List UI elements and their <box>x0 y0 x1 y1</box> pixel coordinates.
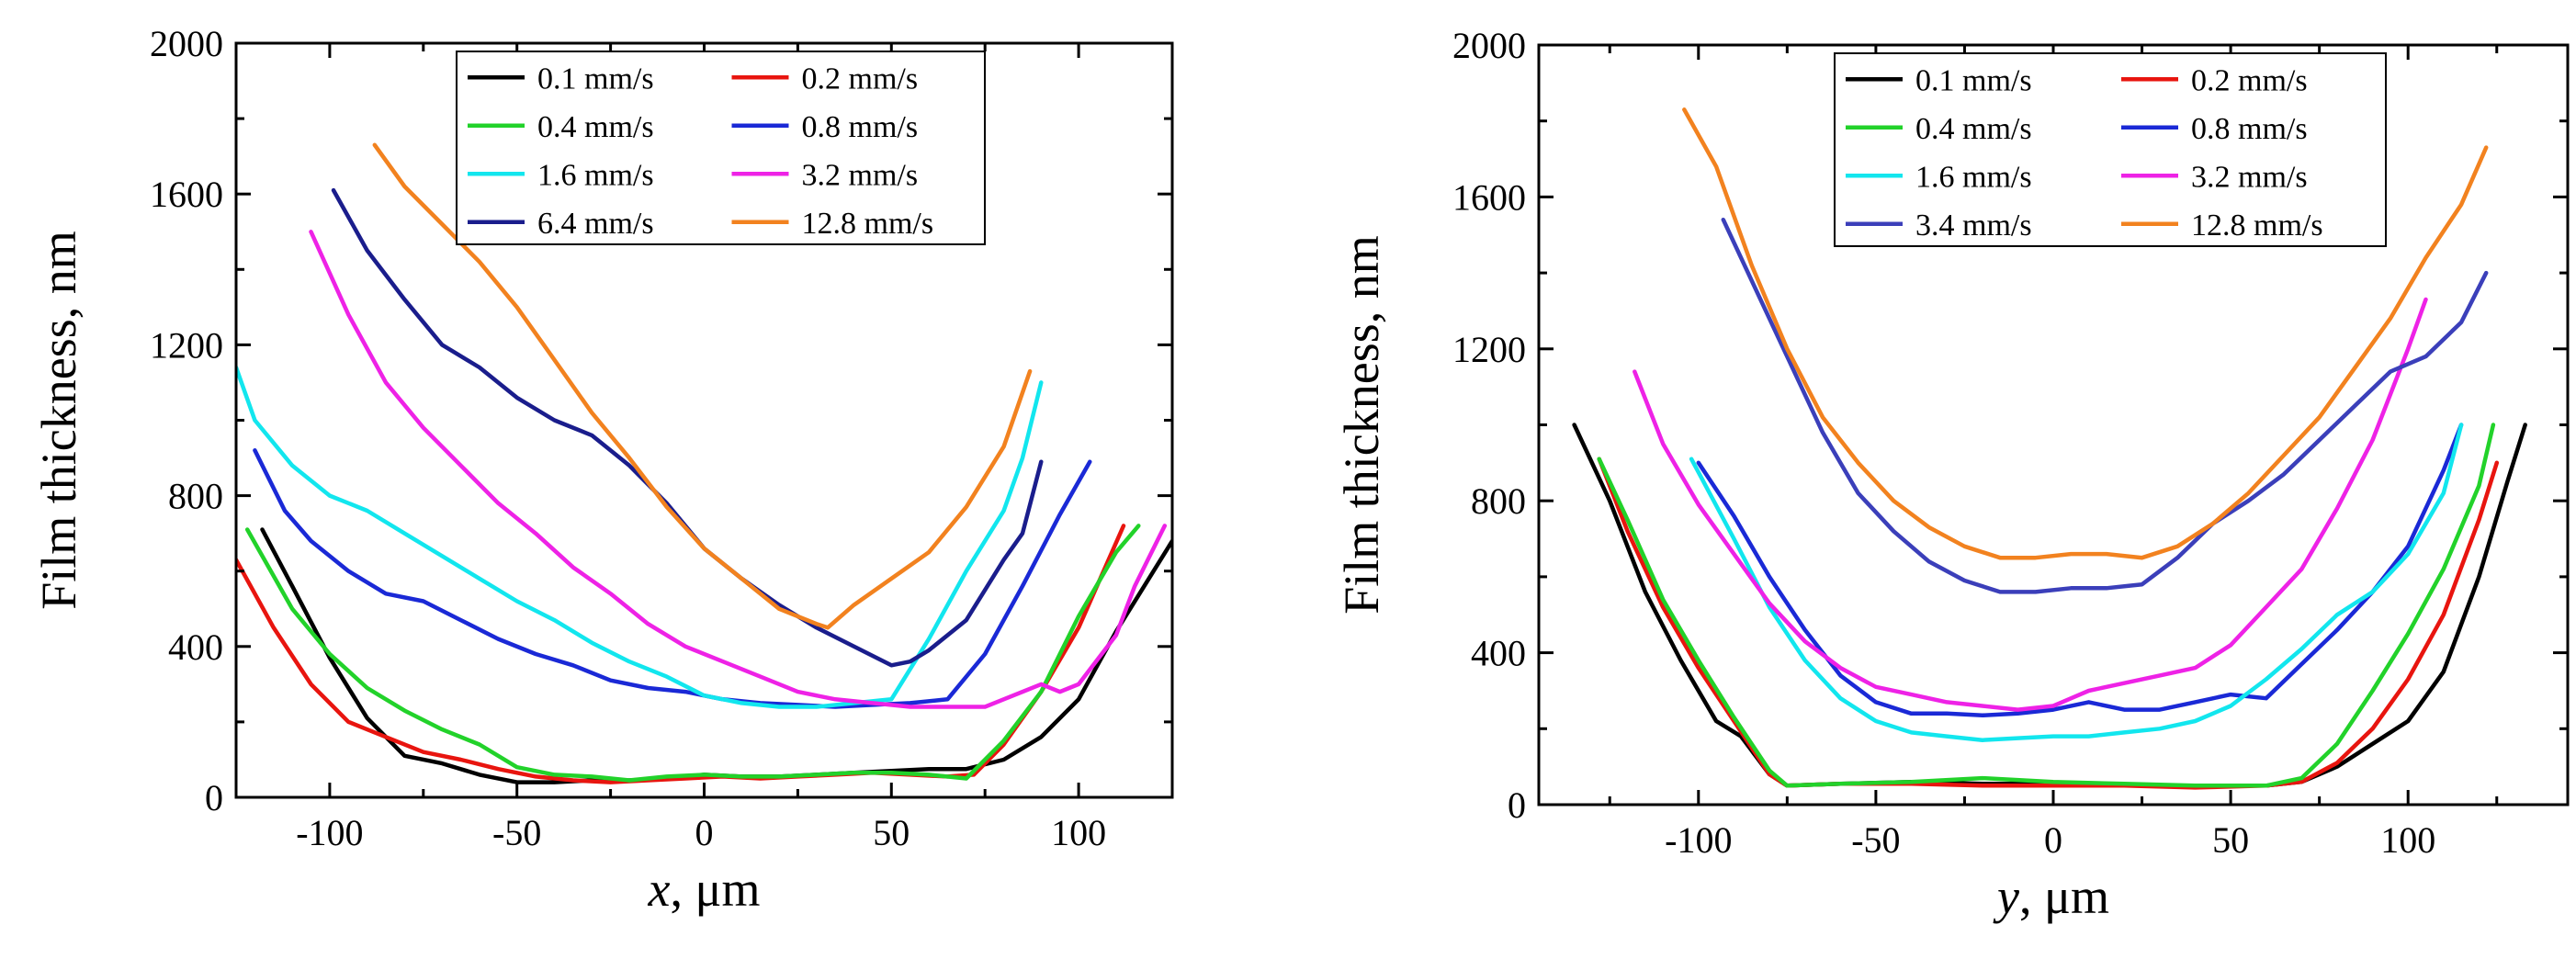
x-axis-title: y, μm <box>1993 869 2109 924</box>
series-line-6_4-mm-s <box>331 187 1044 668</box>
series-group <box>236 142 1172 784</box>
series-line-3_4-mm-s <box>1721 217 2489 594</box>
x-tick-label: 50 <box>2212 819 2249 861</box>
series-line-0_1-mm-s <box>1572 423 2527 788</box>
legend-label: 1.6 mm/s <box>537 158 654 192</box>
legend-label: 12.8 mm/s <box>2191 209 2323 242</box>
legend-label: 0.4 mm/s <box>537 110 654 144</box>
x-tick-label: -50 <box>492 812 541 853</box>
y-tick-label: 2000 <box>150 23 223 64</box>
x-axis-variable: y <box>1993 869 2019 924</box>
legend-box <box>1834 52 2387 247</box>
x-axis-unit: , μm <box>671 862 761 917</box>
legend-label: 1.6 mm/s <box>1915 160 2032 194</box>
y-tick-label: 1600 <box>1452 176 1526 218</box>
series-line-0_8-mm-s <box>253 448 1092 709</box>
y-tick-label: 0 <box>205 777 223 818</box>
series-group <box>1572 107 2527 790</box>
legend: 0.1 mm/s 0.2 mm/s 0.4 mm/s 0.8 mm/s 1.6 mm/s… <box>456 51 986 245</box>
x-tick-label: -50 <box>1851 819 1900 861</box>
y-tick-label: 800 <box>1471 480 1526 522</box>
legend-label: 0.2 mm/s <box>2191 63 2308 97</box>
legend-label: 0.4 mm/s <box>1915 112 2032 146</box>
y-tick-label: 400 <box>1471 633 1526 674</box>
x-tick-label: 100 <box>2380 819 2435 861</box>
y-tick-label: 0 <box>1508 784 1526 826</box>
legend-label: 0.1 mm/s <box>1915 63 2032 97</box>
y-tick-label: 2000 <box>1452 25 1526 66</box>
series-line-0_2-mm-s <box>236 524 1126 784</box>
legend-label: 0.1 mm/s <box>537 62 654 96</box>
x-tick-label: -100 <box>1665 819 1732 861</box>
y-tick-label: 800 <box>168 476 223 517</box>
x-tick-label: 50 <box>873 812 910 853</box>
series-line-12_8-mm-s <box>1682 107 2489 560</box>
y-tick-label: 400 <box>168 626 223 668</box>
series-line-12_8-mm-s <box>372 142 1033 630</box>
chart-x-profile: -100 -50 0 50 100 0 400 800 1200 1600 2000 x, μm Fil… <box>31 23 1174 917</box>
series-line-1_6-mm-s <box>236 365 1044 709</box>
y-axis-title: Film thickness, nm <box>1334 235 1389 615</box>
legend-label: 3.2 mm/s <box>2191 160 2308 194</box>
series-line-0_4-mm-s <box>1597 423 2496 788</box>
series-line-3_2-mm-s <box>309 230 1168 709</box>
y-tick-label: 1200 <box>1452 329 1526 370</box>
x-axis-unit: , μm <box>2019 869 2109 924</box>
y-tick-label: 1600 <box>150 174 223 215</box>
legend-label: 0.2 mm/s <box>802 62 919 96</box>
legend-label: 12.8 mm/s <box>802 207 934 241</box>
legend-label: 0.8 mm/s <box>802 110 919 144</box>
x-axis-title: x, μm <box>648 862 761 917</box>
x-axis-variable: x <box>648 862 671 917</box>
y-axis-title: Film thickness, nm <box>31 231 86 610</box>
series-line-3_2-mm-s <box>1633 297 2428 712</box>
y-tick-label: 1200 <box>150 324 223 366</box>
x-tick-label: 0 <box>695 812 714 853</box>
legend-label: 6.4 mm/s <box>537 207 654 241</box>
legend-label: 3.4 mm/s <box>1915 209 2032 242</box>
x-tick-label: 0 <box>2044 819 2062 861</box>
legend-label: 3.2 mm/s <box>802 158 919 192</box>
legend: 0.1 mm/s 0.2 mm/s 0.4 mm/s 0.8 mm/s 1.6 mm/s… <box>1834 52 2387 247</box>
x-tick-label: -100 <box>296 812 363 853</box>
legend-label: 0.8 mm/s <box>2191 112 2308 146</box>
series-line-0_4-mm-s <box>244 524 1141 783</box>
x-tick-label: 100 <box>1051 812 1106 853</box>
series-line-0_2-mm-s <box>1597 457 2500 790</box>
series-line-1_6-mm-s <box>1689 423 2464 742</box>
chart-y-profile: -100 -50 0 50 100 0 400 800 1200 1600 2000 y, μm Fil… <box>1334 25 2570 924</box>
legend-box <box>456 51 986 245</box>
